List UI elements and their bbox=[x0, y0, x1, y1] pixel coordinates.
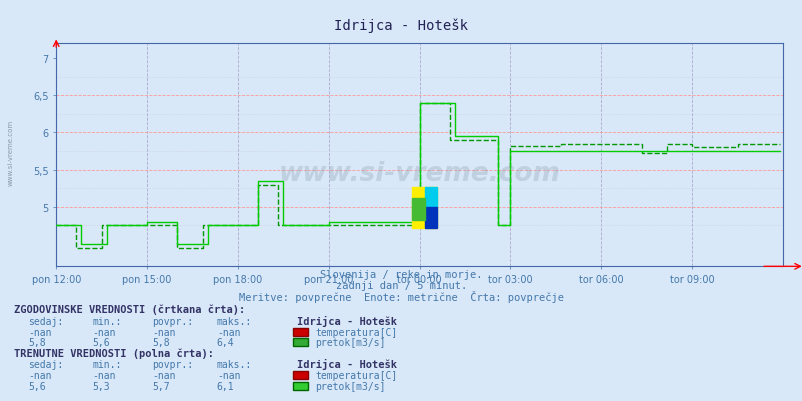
Text: Idrijca - Hotešk: Idrijca - Hotešk bbox=[297, 315, 397, 326]
Text: min.:: min.: bbox=[92, 359, 122, 369]
Text: TRENUTNE VREDNOSTI (polna črta):: TRENUTNE VREDNOSTI (polna črta): bbox=[14, 348, 214, 358]
Text: -nan: -nan bbox=[92, 370, 115, 380]
Text: -nan: -nan bbox=[217, 370, 240, 380]
Bar bbox=[424, 187, 436, 207]
Text: -nan: -nan bbox=[28, 327, 51, 337]
Text: 6,4: 6,4 bbox=[217, 337, 234, 347]
Text: 5,8: 5,8 bbox=[28, 337, 46, 347]
Bar bbox=[411, 187, 436, 228]
Text: 5,6: 5,6 bbox=[28, 381, 46, 391]
Text: Meritve: povprečne  Enote: metrične  Črta: povprečje: Meritve: povprečne Enote: metrične Črta:… bbox=[239, 290, 563, 302]
Text: -nan: -nan bbox=[152, 370, 176, 380]
Text: sedaj:: sedaj: bbox=[28, 316, 63, 326]
Text: -nan: -nan bbox=[217, 327, 240, 337]
Text: www.si-vreme.com: www.si-vreme.com bbox=[7, 119, 14, 185]
Text: 5,3: 5,3 bbox=[92, 381, 110, 391]
Text: -nan: -nan bbox=[152, 327, 176, 337]
Bar bbox=[411, 198, 424, 221]
Text: temperatura[C]: temperatura[C] bbox=[315, 327, 397, 337]
Text: maks.:: maks.: bbox=[217, 316, 252, 326]
Text: -nan: -nan bbox=[92, 327, 115, 337]
Text: 5,7: 5,7 bbox=[152, 381, 170, 391]
Text: temperatura[C]: temperatura[C] bbox=[315, 370, 397, 380]
Text: 6,1: 6,1 bbox=[217, 381, 234, 391]
Text: zadnji dan / 5 minut.: zadnji dan / 5 minut. bbox=[335, 281, 467, 291]
Text: www.si-vreme.com: www.si-vreme.com bbox=[278, 160, 560, 186]
Text: povpr.:: povpr.: bbox=[152, 359, 193, 369]
Bar bbox=[424, 207, 436, 228]
Text: Slovenija / reke in morje.: Slovenija / reke in morje. bbox=[320, 269, 482, 279]
Text: ZGODOVINSKE VREDNOSTI (črtkana črta):: ZGODOVINSKE VREDNOSTI (črtkana črta): bbox=[14, 304, 245, 314]
Text: maks.:: maks.: bbox=[217, 359, 252, 369]
Text: povpr.:: povpr.: bbox=[152, 316, 193, 326]
Text: Idrijca - Hotešk: Idrijca - Hotešk bbox=[297, 358, 397, 369]
Text: sedaj:: sedaj: bbox=[28, 359, 63, 369]
Text: pretok[m3/s]: pretok[m3/s] bbox=[315, 337, 386, 347]
Text: 5,6: 5,6 bbox=[92, 337, 110, 347]
Text: 5,8: 5,8 bbox=[152, 337, 170, 347]
Text: Idrijca - Hotešk: Idrijca - Hotešk bbox=[334, 18, 468, 32]
Text: -nan: -nan bbox=[28, 370, 51, 380]
Text: pretok[m3/s]: pretok[m3/s] bbox=[315, 381, 386, 391]
Text: min.:: min.: bbox=[92, 316, 122, 326]
